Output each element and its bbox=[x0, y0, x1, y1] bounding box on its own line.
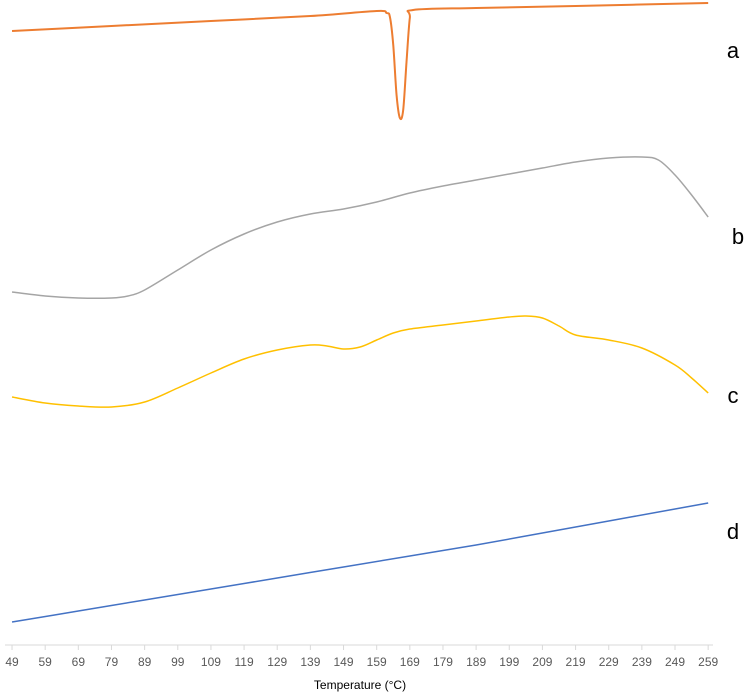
series-line bbox=[11, 2, 709, 121]
x-tick-label: 109 bbox=[201, 655, 221, 669]
x-tick-label: 249 bbox=[665, 655, 685, 669]
x-tick-label: 209 bbox=[532, 655, 552, 669]
x-tick-label: 219 bbox=[566, 655, 586, 669]
x-tick-label: 119 bbox=[235, 655, 254, 669]
x-tick-label: 99 bbox=[171, 655, 185, 669]
x-tick-label: 179 bbox=[433, 655, 453, 669]
series-label: d bbox=[727, 519, 739, 544]
x-tick-label: 89 bbox=[138, 655, 152, 669]
series-label: b bbox=[732, 224, 744, 249]
series-line bbox=[11, 156, 709, 299]
series-line bbox=[11, 315, 709, 408]
series-label: a bbox=[727, 38, 740, 63]
x-tick-label: 189 bbox=[466, 655, 486, 669]
x-tick-label: 199 bbox=[499, 655, 519, 669]
x-axis-title: Temperature (°C) bbox=[314, 678, 406, 692]
x-tick-label: 49 bbox=[5, 655, 19, 669]
x-tick-label: 139 bbox=[300, 655, 320, 669]
x-tick-label: 229 bbox=[599, 655, 619, 669]
x-tick-label: 149 bbox=[334, 655, 354, 669]
x-tick-label: 69 bbox=[72, 655, 86, 669]
x-tick-label: 159 bbox=[367, 655, 387, 669]
series-label: c bbox=[728, 383, 739, 408]
series-line bbox=[11, 502, 709, 623]
x-tick-label: 59 bbox=[38, 655, 52, 669]
x-tick-label: 259 bbox=[698, 655, 718, 669]
x-tick-label: 79 bbox=[105, 655, 119, 669]
x-tick-label: 169 bbox=[400, 655, 420, 669]
x-tick-label: 239 bbox=[632, 655, 652, 669]
x-tick-label: 129 bbox=[267, 655, 287, 669]
